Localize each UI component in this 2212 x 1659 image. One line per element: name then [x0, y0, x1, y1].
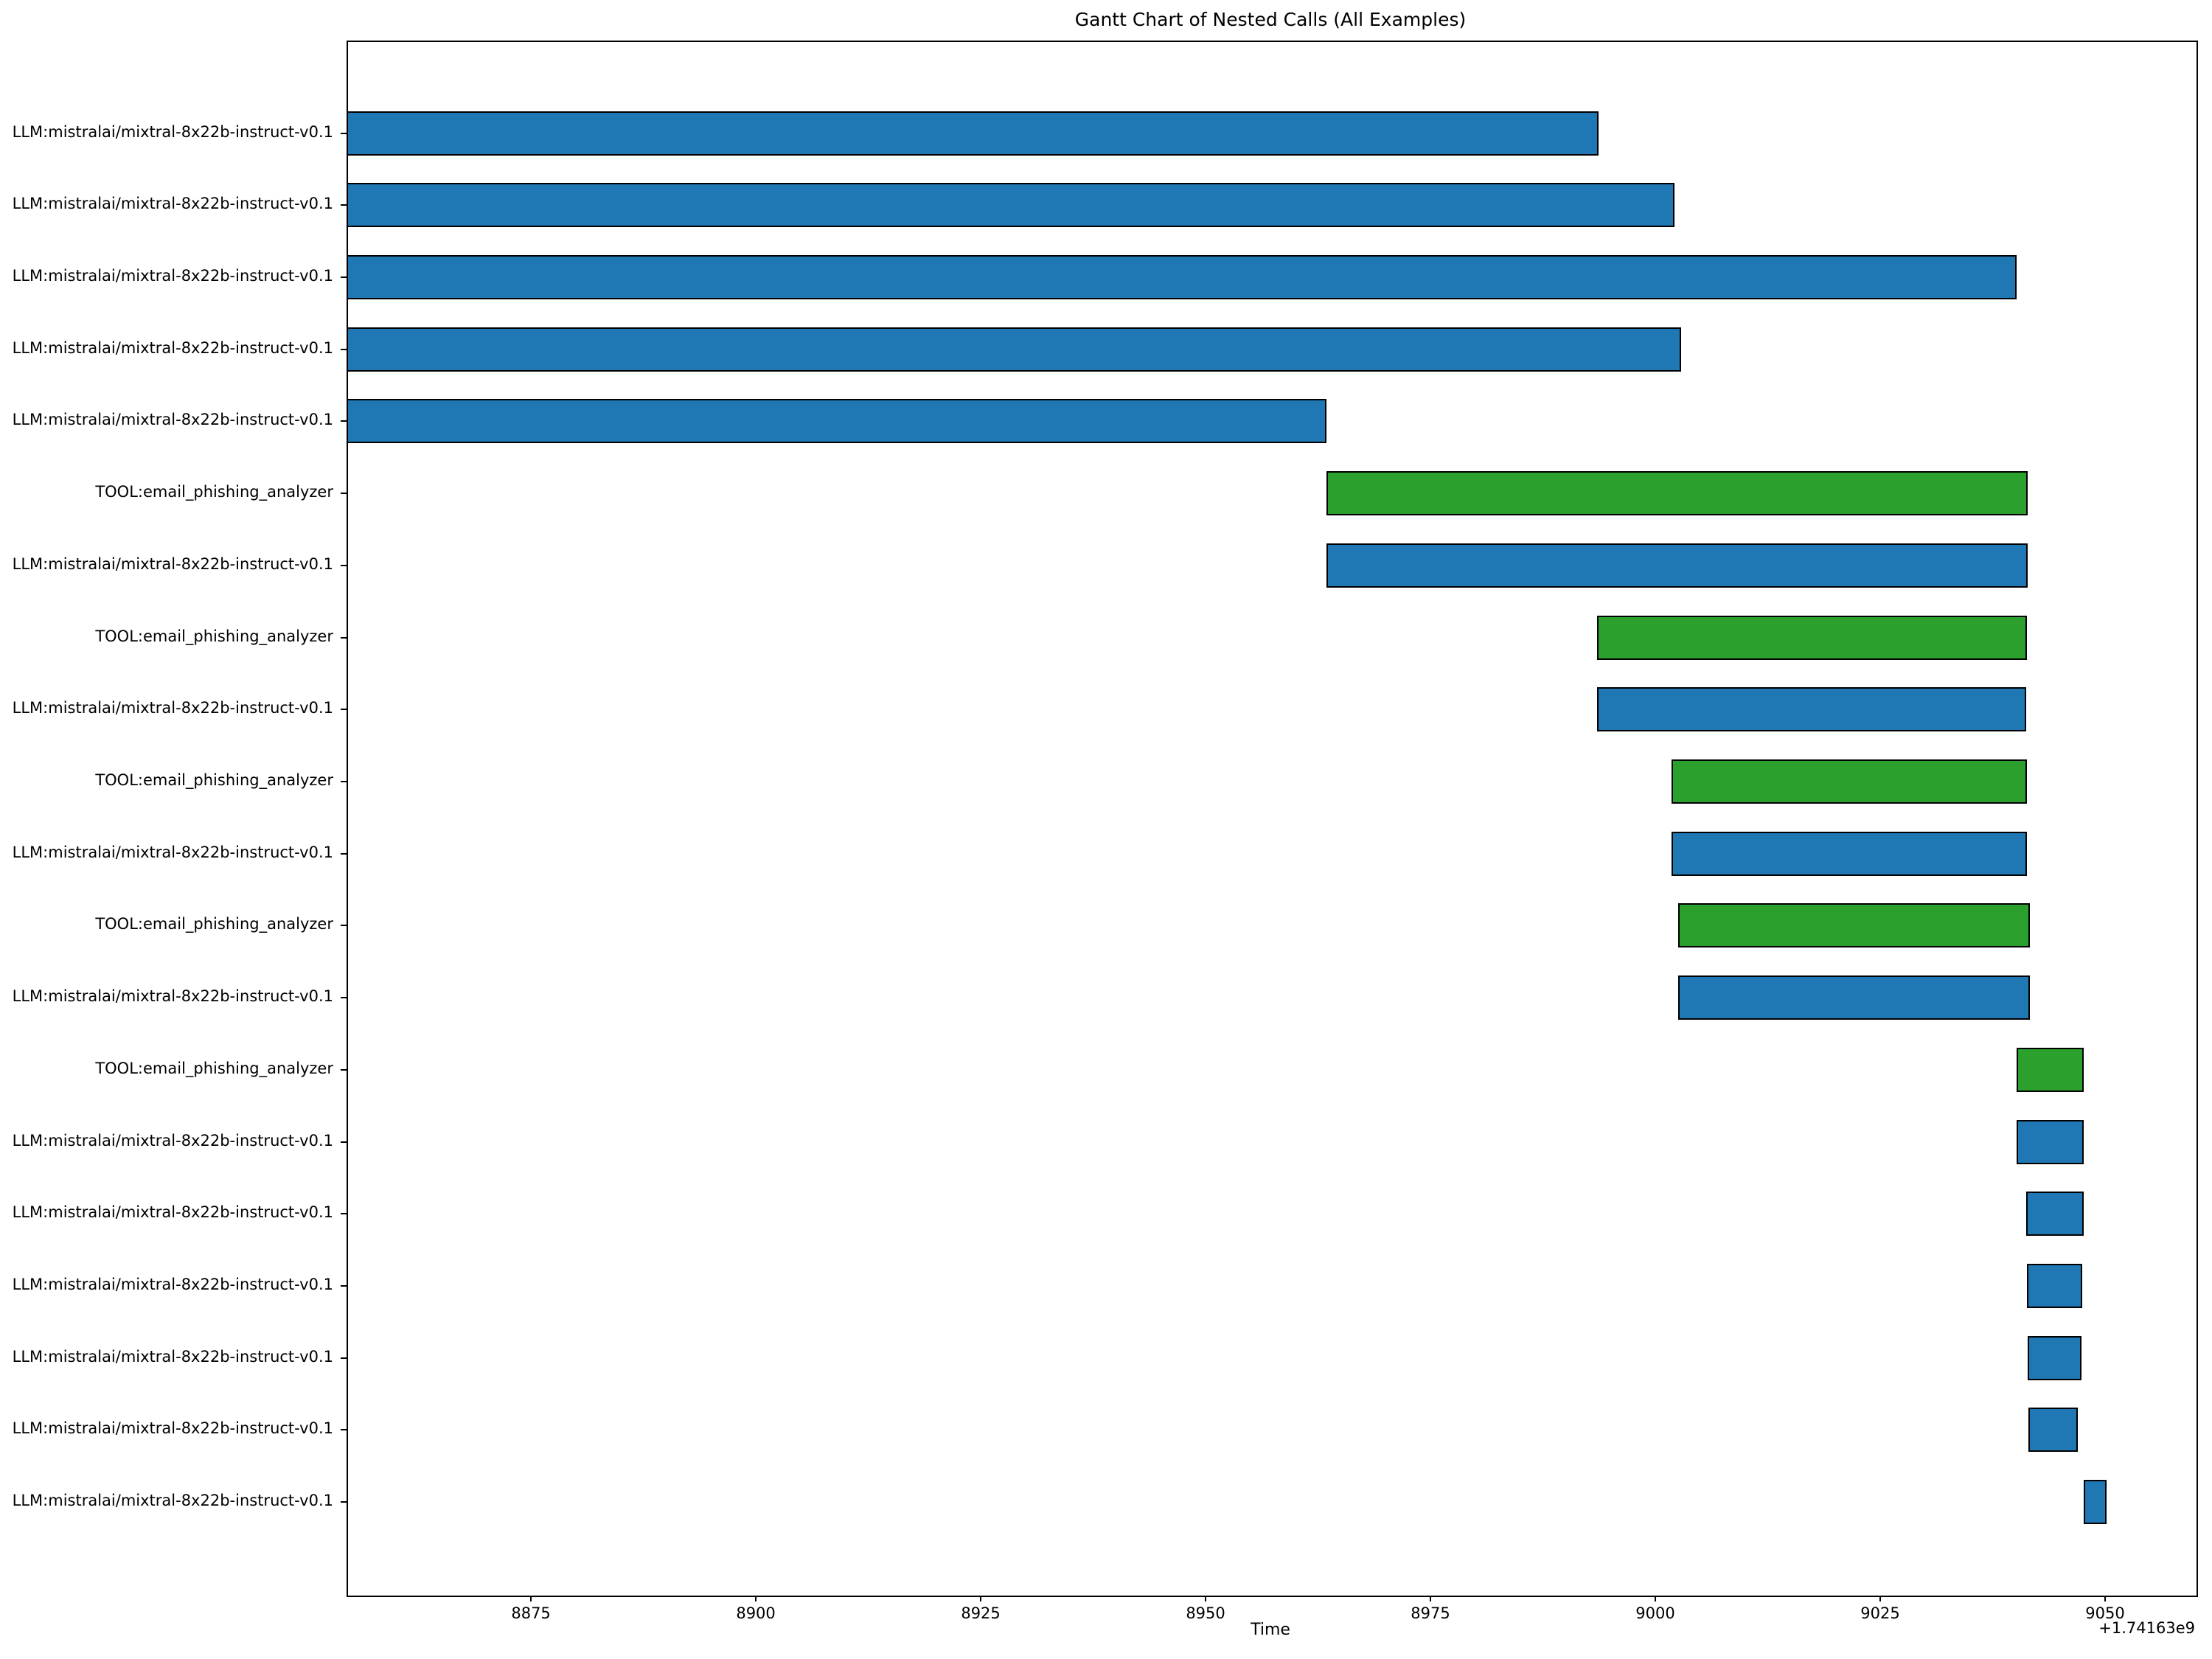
- y-axis-label: LLM:mistralai/mixtral-8x22b-instruct-v0.…: [12, 122, 333, 141]
- y-axis-label: LLM:mistralai/mixtral-8x22b-instruct-v0.…: [12, 554, 333, 573]
- gantt-bar-llm: [2083, 1480, 2107, 1525]
- y-axis-label: TOOL:email_phishing_analyzer: [95, 483, 333, 501]
- gantt-bar-llm: [347, 183, 1674, 228]
- gantt-bar-tool: [1326, 471, 2028, 516]
- y-axis-tick: [341, 1357, 347, 1359]
- y-axis-tick: [341, 1429, 347, 1431]
- y-axis-tick: [341, 493, 347, 495]
- gantt-bar-llm: [1677, 975, 2030, 1020]
- y-axis-label: LLM:mistralai/mixtral-8x22b-instruct-v0.…: [12, 987, 333, 1006]
- x-axis-tick: [1205, 1596, 1207, 1601]
- x-axis-tick-label: 8925: [961, 1604, 1001, 1622]
- y-axis-label: LLM:mistralai/mixtral-8x22b-instruct-v0.…: [12, 338, 333, 357]
- y-axis-label: TOOL:email_phishing_analyzer: [95, 627, 333, 645]
- gantt-bar-llm: [2028, 1335, 2082, 1380]
- y-axis-tick: [341, 1285, 347, 1287]
- y-axis-tick: [341, 1141, 347, 1143]
- gantt-bar-tool: [1671, 759, 2027, 804]
- y-axis-tick: [341, 852, 347, 855]
- gantt-bar-llm: [347, 399, 1326, 444]
- x-axis-tick: [1655, 1596, 1657, 1601]
- y-axis-label: LLM:mistralai/mixtral-8x22b-instruct-v0.…: [12, 699, 333, 717]
- y-axis-tick: [341, 1501, 347, 1503]
- y-axis-tick: [341, 780, 347, 782]
- x-axis-tick: [980, 1596, 982, 1601]
- gantt-bar-tool: [1677, 903, 2030, 948]
- y-axis-label: LLM:mistralai/mixtral-8x22b-instruct-v0.…: [12, 1347, 333, 1366]
- gantt-bar-llm: [347, 111, 1599, 156]
- y-axis-tick: [341, 709, 347, 711]
- x-axis-offset-label: +1.74163e9: [2098, 1619, 2195, 1637]
- y-axis-label: LLM:mistralai/mixtral-8x22b-instruct-v0.…: [12, 1203, 333, 1222]
- x-axis-tick-label: 9050: [2085, 1604, 2125, 1622]
- y-axis-label: LLM:mistralai/mixtral-8x22b-instruct-v0.…: [12, 1276, 333, 1294]
- y-axis-label: LLM:mistralai/mixtral-8x22b-instruct-v0.…: [12, 843, 333, 861]
- x-axis-tick-label: 9025: [1860, 1604, 1900, 1622]
- gantt-bar-tool: [1596, 615, 2027, 660]
- x-axis-tick: [1879, 1596, 1882, 1601]
- y-axis-tick: [341, 997, 347, 999]
- y-axis-label: LLM:mistralai/mixtral-8x22b-instruct-v0.…: [12, 1131, 333, 1150]
- gantt-bar-llm: [1671, 831, 2027, 876]
- gantt-bar-llm: [1326, 543, 2028, 588]
- y-axis-label: TOOL:email_phishing_analyzer: [95, 1059, 333, 1077]
- y-axis-tick: [341, 1213, 347, 1215]
- chart-title: Gantt Chart of Nested Calls (All Example…: [1074, 9, 1467, 30]
- y-axis-tick: [341, 925, 347, 927]
- y-axis-label: LLM:mistralai/mixtral-8x22b-instruct-v0.…: [12, 411, 333, 429]
- y-axis-tick: [341, 276, 347, 278]
- y-axis-label: TOOL:email_phishing_analyzer: [95, 771, 333, 789]
- gantt-bar-llm: [347, 327, 1682, 372]
- x-axis-tick: [755, 1596, 757, 1601]
- gantt-bar-llm: [1596, 687, 2026, 732]
- x-axis-tick: [530, 1596, 532, 1601]
- x-axis-tick-label: 8950: [1186, 1604, 1225, 1622]
- y-axis-tick: [341, 132, 347, 134]
- gantt-bar-llm: [2026, 1264, 2083, 1309]
- gantt-bar-tool: [2017, 1047, 2084, 1092]
- y-axis-tick: [341, 564, 347, 566]
- x-axis-tick-label: 8900: [736, 1604, 776, 1622]
- x-axis-label: Time: [1251, 1621, 1290, 1639]
- x-axis-tick-label: 8875: [511, 1604, 551, 1622]
- y-axis-label: LLM:mistralai/mixtral-8x22b-instruct-v0.…: [12, 266, 333, 285]
- gantt-bar-llm: [347, 254, 2017, 299]
- x-axis-tick-label: 9000: [1635, 1604, 1675, 1622]
- y-axis-label: LLM:mistralai/mixtral-8x22b-instruct-v0.…: [12, 195, 333, 213]
- y-axis-label: LLM:mistralai/mixtral-8x22b-instruct-v0.…: [12, 1492, 333, 1510]
- y-axis-tick: [341, 348, 347, 350]
- x-axis-tick-label: 8975: [1411, 1604, 1450, 1622]
- y-axis-label: TOOL:email_phishing_analyzer: [95, 915, 333, 933]
- x-axis-tick: [1430, 1596, 1432, 1601]
- y-axis-tick: [341, 204, 347, 206]
- x-axis-tick: [2104, 1596, 2106, 1601]
- y-axis-tick: [341, 636, 347, 639]
- gantt-bar-llm: [2028, 1408, 2079, 1453]
- plot-area: [347, 41, 2198, 1597]
- y-axis-tick: [341, 420, 347, 422]
- gantt-bar-llm: [2017, 1119, 2084, 1164]
- y-axis-label: LLM:mistralai/mixtral-8x22b-instruct-v0.…: [12, 1419, 333, 1438]
- gantt-bar-llm: [2025, 1192, 2084, 1237]
- y-axis-tick: [341, 1068, 347, 1071]
